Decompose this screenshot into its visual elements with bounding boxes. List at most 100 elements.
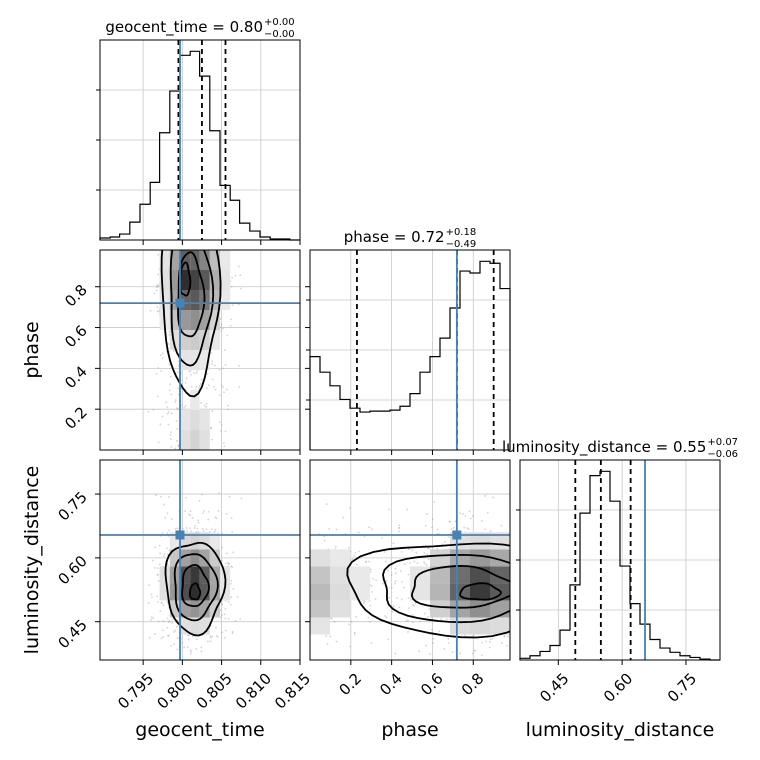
sample-point [305,636,307,638]
sample-point [168,496,170,498]
sample-point [369,568,372,571]
sample-point [161,352,164,354]
sample-point [514,561,516,563]
sample-point [197,521,200,524]
sample-point [205,528,208,531]
ytick-label-phase: 0.8 [61,281,91,311]
density-luminosity_distance_vs_geocent_time [147,492,243,655]
sample-point [395,597,398,600]
sample-point [412,604,415,607]
sample-point [214,364,216,367]
sample-point [443,540,446,543]
sample-point [215,635,218,637]
density-cell [169,290,180,310]
sample-point [232,588,235,591]
sample-point [335,528,338,531]
sample-point [466,527,469,529]
sample-point [333,620,336,623]
sample-point [166,600,169,603]
sample-point [388,508,390,511]
sample-point [451,651,454,654]
sample-point [230,318,232,321]
density-cell [199,250,210,270]
sample-point [371,590,374,593]
sample-point [202,530,205,532]
sample-point [390,586,393,589]
sample-point [198,499,201,502]
sample-point [223,445,226,448]
density-cell [470,532,490,550]
sample-point [401,580,403,583]
sample-point [514,531,516,533]
sample-point [157,367,160,369]
sample-point [512,606,514,608]
sample-point [159,552,162,555]
sample-point [185,527,188,529]
sample-point [227,404,230,407]
histogram-geocent_time [99,50,300,241]
sample-point [365,560,368,563]
sample-point [216,636,219,638]
sample-point [194,524,197,527]
sample-point [174,528,177,530]
sample-point [511,583,513,585]
sample-point [152,408,155,411]
sample-point [363,600,365,603]
sample-point [162,620,165,623]
yaxis-label-phase: phase [21,321,43,378]
density-cell [190,310,200,330]
sample-point [426,513,428,515]
sample-point [500,642,503,644]
sample-point [214,516,217,519]
sample-point [305,548,307,550]
sample-point [407,573,410,576]
sample-point [183,406,186,409]
density-cell [209,290,220,310]
sample-point [231,632,234,635]
title-plus: +0.18 [446,227,477,238]
sample-point [220,330,223,333]
sample-point [181,641,184,644]
sample-point [157,273,160,276]
sample-point [364,561,367,563]
sample-point [394,572,397,575]
sample-point [162,635,165,638]
sample-point [304,580,306,582]
sample-point [179,243,181,245]
sample-point [368,560,370,563]
sample-point [512,598,514,600]
panel-frame-phase [309,249,511,451]
sample-point [370,642,373,644]
sample-point [147,453,149,455]
sample-point [349,645,352,648]
sample-point [384,615,386,617]
sample-point [170,622,173,624]
sample-point [159,423,162,426]
sample-point [411,621,414,624]
sample-point [201,527,204,530]
sample-point [372,577,375,580]
sample-point [221,327,224,330]
sample-point [161,415,164,418]
sample-point [221,559,223,562]
density-cell [199,410,210,430]
sample-point [195,530,198,533]
sample-point [158,544,161,547]
sample-point [156,595,159,598]
sample-point [463,634,466,636]
sample-point [167,635,169,637]
sample-point [208,384,210,387]
sample-point [205,402,208,405]
density-cell [199,583,210,601]
sample-point [148,584,151,587]
sample-point [416,562,419,564]
xtick-label-geocent_time: 0.810 [232,670,275,713]
sample-point [229,450,231,452]
sample-point [513,547,515,549]
sample-point [404,563,406,565]
sample-point [398,527,400,529]
sample-point [329,635,332,638]
sample-point [181,404,183,407]
sample-point [489,530,492,532]
title-minus: −0.49 [446,239,477,250]
